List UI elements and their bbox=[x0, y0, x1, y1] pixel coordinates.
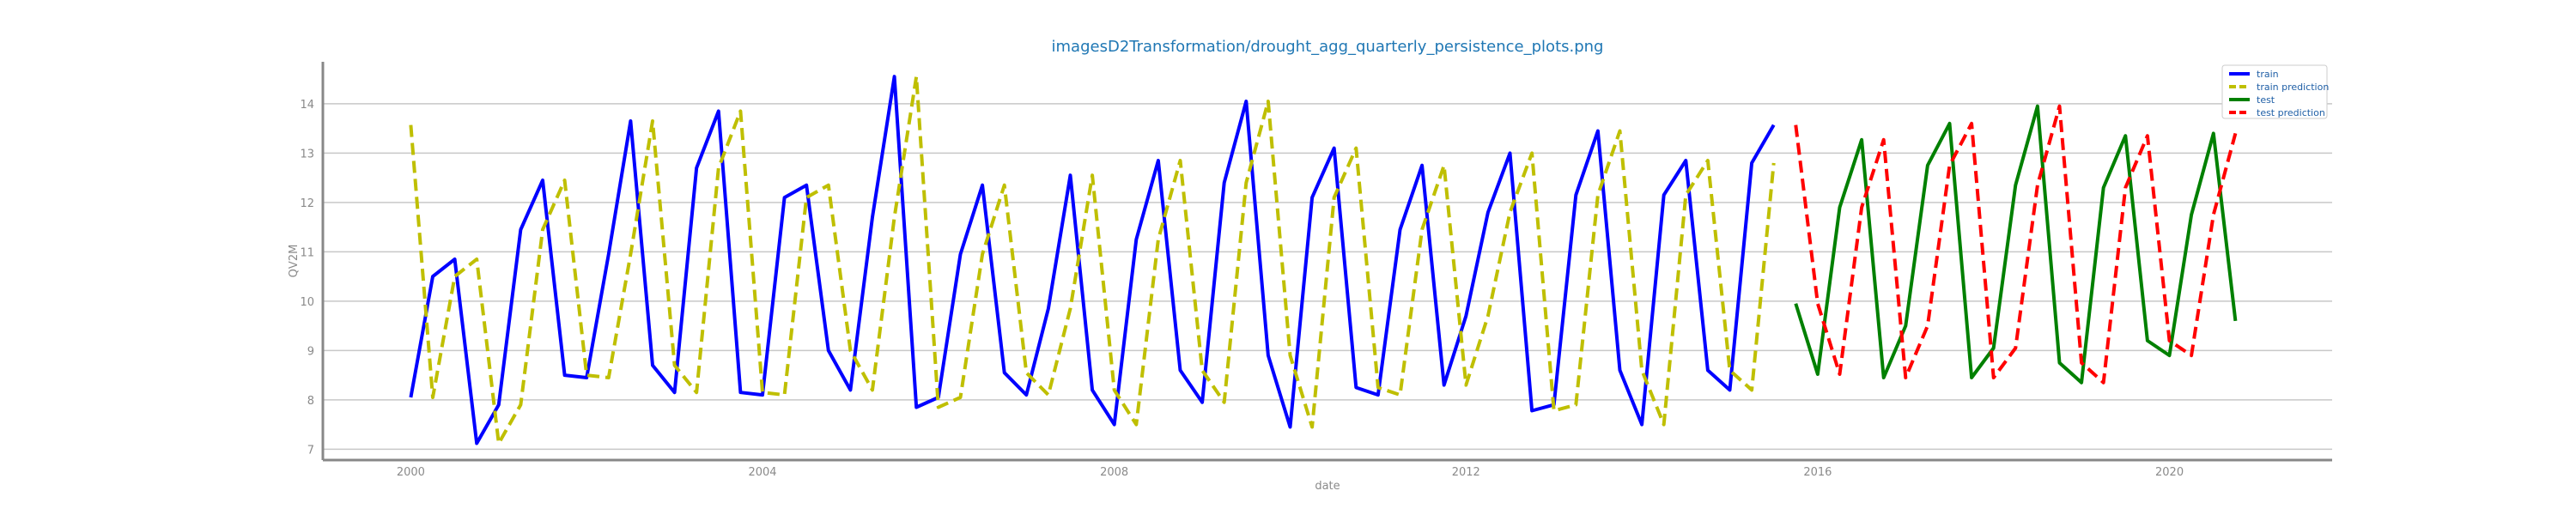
y-tick-label: 9 bbox=[307, 345, 314, 358]
y-tick-labels: 7 8 9 10 11 12 13 14 bbox=[300, 99, 314, 457]
series-line-train-prediction bbox=[409, 75, 1776, 445]
x-tick-label: 2012 bbox=[1452, 466, 1480, 479]
legend-box bbox=[2221, 64, 2328, 119]
series-line-train bbox=[409, 75, 1776, 445]
y-tick-label: 14 bbox=[300, 99, 314, 112]
legend-label-test: test bbox=[2257, 94, 2275, 106]
legend-label-train-prediction: train prediction bbox=[2257, 82, 2329, 93]
y-tick-label: 12 bbox=[300, 197, 314, 210]
series-line-test-prediction bbox=[1794, 104, 2238, 385]
legend: train train prediction test test predict… bbox=[2221, 64, 2329, 119]
x-tick-label: 2008 bbox=[1100, 466, 1128, 479]
chart-title: imagesD2Transformation/drought_agg_quart… bbox=[1052, 38, 1604, 56]
y-tick-label: 11 bbox=[300, 246, 314, 259]
x-tick-label: 2020 bbox=[2155, 466, 2184, 479]
x-tick-label: 2004 bbox=[748, 466, 776, 479]
series-lines bbox=[409, 75, 2238, 445]
y-tick-label: 13 bbox=[300, 148, 314, 161]
axes bbox=[321, 62, 2332, 462]
legend-label-test-prediction: test prediction bbox=[2257, 107, 2325, 118]
y-axis-label: QV2M bbox=[288, 245, 301, 278]
y-tick-label: 8 bbox=[307, 395, 314, 408]
x-tick-labels: 2000 2004 2008 2012 2016 2020 bbox=[397, 466, 2184, 479]
legend-label-train: train bbox=[2257, 69, 2279, 80]
x-tick-label: 2000 bbox=[397, 466, 425, 479]
x-tick-label: 2016 bbox=[1803, 466, 1832, 479]
y-tick-label: 10 bbox=[300, 296, 314, 309]
series-line-test bbox=[1794, 104, 2238, 385]
x-axis-label: date bbox=[1315, 480, 1340, 493]
y-tick-label: 7 bbox=[307, 444, 314, 457]
